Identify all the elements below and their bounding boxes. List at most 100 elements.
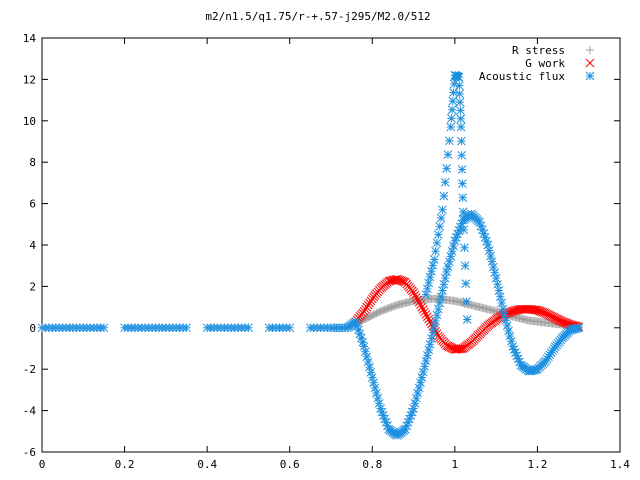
series-acoustic-flux — [37, 70, 584, 440]
data-point — [410, 290, 420, 300]
data-point — [416, 378, 425, 388]
data-point — [491, 273, 501, 283]
data-point — [417, 373, 427, 382]
data-point — [425, 340, 435, 349]
data-point — [456, 114, 466, 124]
data-point — [455, 97, 465, 107]
data-point — [443, 150, 453, 159]
data-point — [410, 399, 420, 408]
data-point — [446, 252, 456, 261]
data-point — [366, 367, 376, 377]
data-point — [422, 351, 432, 360]
data-point — [372, 388, 381, 398]
data-point — [406, 411, 416, 420]
y-tick-label: 6 — [29, 198, 36, 211]
data-point — [418, 305, 428, 314]
legend-marker — [586, 46, 594, 54]
data-point — [460, 261, 470, 271]
legend-marker — [585, 58, 595, 68]
data-point — [457, 150, 467, 160]
data-point — [417, 302, 427, 312]
y-tick-label: -2 — [23, 363, 36, 376]
data-point — [446, 122, 456, 132]
data-point — [409, 288, 418, 297]
data-point — [367, 373, 377, 382]
data-point — [505, 331, 515, 341]
data-point — [432, 238, 442, 248]
data-point — [447, 114, 456, 123]
series-g-work — [351, 274, 584, 354]
data-point — [462, 297, 471, 306]
data-point — [457, 136, 466, 146]
data-point — [487, 257, 497, 266]
data-point — [454, 72, 464, 82]
data-point — [431, 246, 440, 256]
data-point — [438, 286, 447, 295]
data-point — [413, 295, 423, 305]
data-point — [424, 314, 434, 324]
data-point — [377, 407, 387, 417]
data-point — [457, 344, 467, 354]
data-point — [428, 328, 438, 337]
data-point — [444, 136, 454, 146]
data-point — [454, 81, 464, 90]
data-point — [431, 316, 440, 326]
data-point — [483, 240, 493, 250]
data-point — [447, 246, 457, 256]
legend-label: G work — [525, 57, 565, 70]
data-point — [447, 105, 457, 115]
y-tick-label: -4 — [23, 405, 37, 418]
data-point — [489, 262, 498, 272]
data-point — [443, 262, 453, 272]
data-point — [506, 336, 516, 346]
data-point — [409, 404, 418, 413]
data-point — [458, 179, 467, 188]
data-point — [422, 284, 432, 294]
data-point — [459, 225, 469, 235]
data-point — [449, 88, 458, 97]
data-point — [439, 191, 449, 201]
x-tick-label: 1.4 — [610, 458, 630, 471]
data-point — [504, 326, 513, 336]
plot-frame — [41, 37, 621, 453]
data-point — [99, 323, 109, 333]
data-point — [435, 298, 445, 308]
data-point — [490, 268, 500, 277]
data-point — [440, 273, 450, 283]
data-point — [444, 257, 454, 266]
data-point — [361, 347, 370, 356]
data-point — [462, 315, 472, 324]
data-point — [486, 251, 495, 261]
data-point — [402, 421, 412, 431]
data-point — [400, 424, 410, 434]
x-tick-label: 0.4 — [197, 458, 217, 471]
data-point — [442, 267, 451, 277]
data-point — [405, 414, 414, 424]
data-point — [428, 261, 438, 270]
data-point — [420, 362, 429, 371]
data-point — [427, 334, 436, 343]
y-tick-label: 2 — [29, 280, 36, 293]
legend-label: R stress — [512, 44, 565, 57]
y-tick-label: 10 — [23, 115, 36, 128]
data-point — [407, 407, 417, 417]
data-point — [424, 278, 434, 288]
y-tick-label: 8 — [29, 156, 36, 169]
data-point — [453, 229, 462, 239]
data-point — [458, 193, 468, 203]
data-point — [424, 345, 434, 355]
data-point — [449, 241, 458, 251]
data-point — [182, 323, 191, 333]
x-tick-label: 0 — [39, 458, 46, 471]
data-point — [502, 321, 512, 331]
data-point — [457, 165, 467, 174]
data-point — [403, 417, 413, 427]
data-point — [501, 316, 511, 325]
data-point — [421, 309, 431, 319]
data-point — [416, 300, 425, 310]
data-point — [411, 293, 421, 302]
y-tick-label: 0 — [29, 322, 36, 335]
data-point — [500, 311, 509, 320]
data-point — [380, 414, 390, 424]
data-point — [421, 356, 431, 366]
